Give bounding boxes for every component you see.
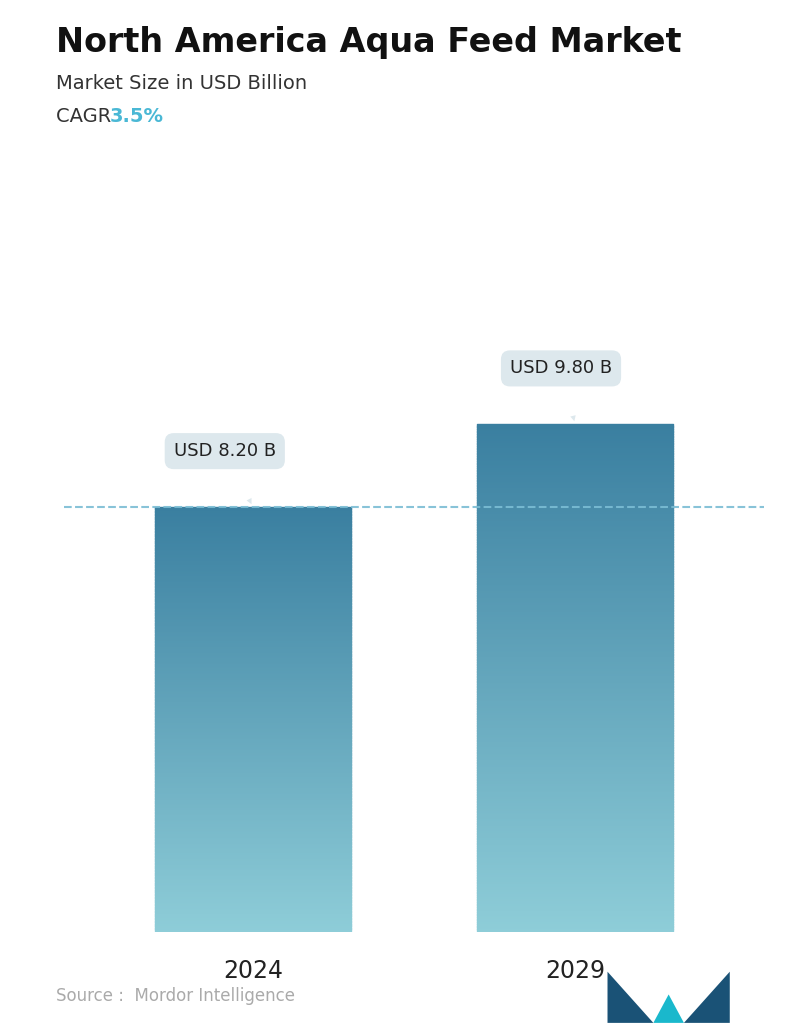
Polygon shape: [607, 972, 654, 1023]
Text: USD 8.20 B: USD 8.20 B: [174, 443, 276, 505]
Text: 3.5%: 3.5%: [110, 107, 164, 125]
Text: Source :  Mordor Intelligence: Source : Mordor Intelligence: [56, 987, 295, 1005]
Text: USD 9.80 B: USD 9.80 B: [510, 360, 612, 421]
Text: CAGR: CAGR: [56, 107, 117, 125]
Text: 2024: 2024: [223, 959, 283, 982]
Text: 2029: 2029: [545, 959, 605, 982]
Text: Market Size in USD Billion: Market Size in USD Billion: [56, 74, 306, 93]
Polygon shape: [654, 995, 684, 1023]
Polygon shape: [684, 972, 730, 1023]
Text: North America Aqua Feed Market: North America Aqua Feed Market: [56, 26, 681, 59]
